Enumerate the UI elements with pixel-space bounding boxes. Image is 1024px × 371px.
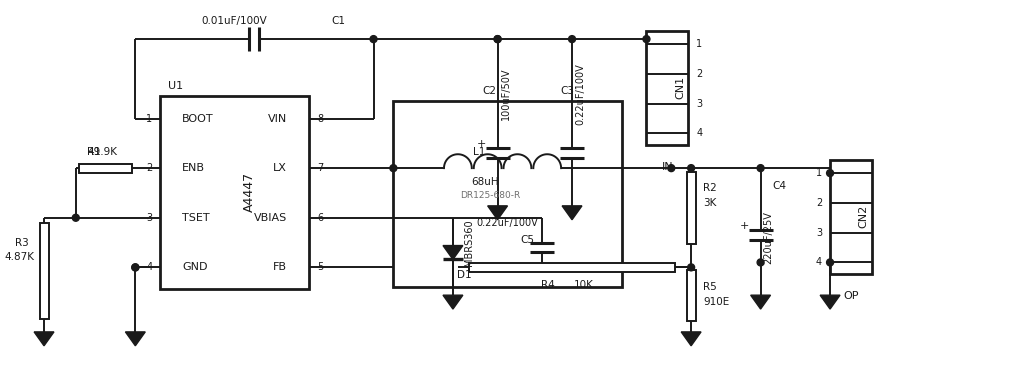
Circle shape [643, 36, 650, 43]
Text: R5: R5 [703, 282, 717, 292]
Circle shape [826, 170, 834, 177]
Bar [40, 223, 49, 319]
Polygon shape [681, 332, 701, 346]
Text: 6: 6 [317, 213, 324, 223]
Text: 10K: 10K [574, 280, 594, 290]
Text: 49.9K: 49.9K [88, 147, 118, 157]
Text: R1: R1 [87, 147, 100, 157]
Circle shape [668, 165, 675, 172]
Text: C5: C5 [520, 234, 535, 244]
Text: VIN: VIN [268, 114, 287, 124]
Circle shape [132, 264, 139, 271]
Text: D1: D1 [457, 270, 471, 280]
Text: 220uF/25V: 220uF/25V [764, 211, 773, 264]
Text: 1: 1 [146, 114, 153, 124]
Text: 0.01uF/100V: 0.01uF/100V [202, 16, 267, 26]
Bar [646, 31, 688, 145]
Text: 4: 4 [146, 262, 153, 272]
Text: 3: 3 [816, 228, 822, 238]
Text: LX: LX [273, 163, 287, 173]
Bar [393, 101, 622, 287]
Text: +: + [740, 221, 750, 231]
Bar [687, 172, 696, 244]
Text: R4: R4 [542, 280, 555, 290]
Text: ENB: ENB [182, 163, 205, 173]
Circle shape [390, 165, 397, 172]
Polygon shape [443, 246, 463, 259]
Circle shape [688, 165, 694, 172]
Text: C4: C4 [772, 181, 786, 191]
Text: TSET: TSET [182, 213, 210, 223]
Text: C3: C3 [560, 86, 574, 96]
Text: R2: R2 [703, 183, 717, 193]
Text: 1: 1 [696, 39, 702, 49]
Text: 2: 2 [816, 198, 822, 208]
Text: C1: C1 [332, 16, 346, 26]
Polygon shape [34, 332, 54, 346]
Text: +: + [477, 139, 486, 149]
Polygon shape [751, 295, 770, 309]
Circle shape [370, 36, 377, 43]
Text: CN2: CN2 [859, 205, 868, 229]
Text: 4.87K: 4.87K [4, 252, 34, 262]
Text: C2: C2 [482, 86, 497, 96]
Text: 2: 2 [146, 163, 153, 173]
Circle shape [73, 214, 79, 221]
Circle shape [757, 259, 764, 266]
Bar [687, 270, 696, 321]
Text: L1: L1 [472, 147, 485, 157]
Text: GND: GND [182, 262, 208, 272]
Circle shape [826, 259, 834, 266]
Text: 8: 8 [317, 114, 324, 124]
Text: 0.22uF/100V: 0.22uF/100V [476, 218, 539, 228]
Text: 3K: 3K [703, 198, 717, 208]
Text: 1: 1 [816, 168, 822, 178]
Bar [830, 160, 871, 274]
Text: R3: R3 [15, 237, 29, 247]
Text: 4: 4 [696, 128, 702, 138]
Text: OP: OP [843, 291, 859, 301]
Text: VBIAS: VBIAS [254, 213, 287, 223]
Text: CN1: CN1 [675, 76, 685, 99]
Polygon shape [820, 295, 840, 309]
Text: 910E: 910E [703, 297, 729, 307]
Polygon shape [443, 295, 463, 309]
Bar [79, 164, 132, 173]
Text: A4447: A4447 [243, 172, 256, 212]
Circle shape [495, 36, 501, 43]
Text: DR125-680-R: DR125-680-R [461, 191, 521, 200]
Circle shape [495, 36, 501, 43]
Text: U1: U1 [168, 81, 183, 91]
Text: FB: FB [273, 262, 287, 272]
Text: 100uF/50V: 100uF/50V [501, 68, 511, 120]
Circle shape [568, 36, 575, 43]
Text: 68uH: 68uH [471, 177, 499, 187]
Bar [160, 96, 309, 289]
Text: 3: 3 [696, 99, 702, 109]
Circle shape [757, 165, 764, 172]
Polygon shape [562, 206, 582, 220]
Text: 3: 3 [146, 213, 153, 223]
Text: 7: 7 [317, 163, 324, 173]
Bar [469, 263, 675, 272]
Polygon shape [487, 206, 508, 220]
Text: 0.22uF/100V: 0.22uF/100V [574, 63, 585, 125]
Text: 4: 4 [816, 257, 822, 267]
Circle shape [688, 264, 694, 271]
Text: 2: 2 [696, 69, 702, 79]
Text: BOOT: BOOT [182, 114, 214, 124]
Polygon shape [125, 332, 145, 346]
Text: MBRS360: MBRS360 [464, 219, 474, 266]
Circle shape [132, 264, 139, 271]
Text: 5: 5 [317, 262, 324, 272]
Text: IN: IN [662, 162, 673, 172]
